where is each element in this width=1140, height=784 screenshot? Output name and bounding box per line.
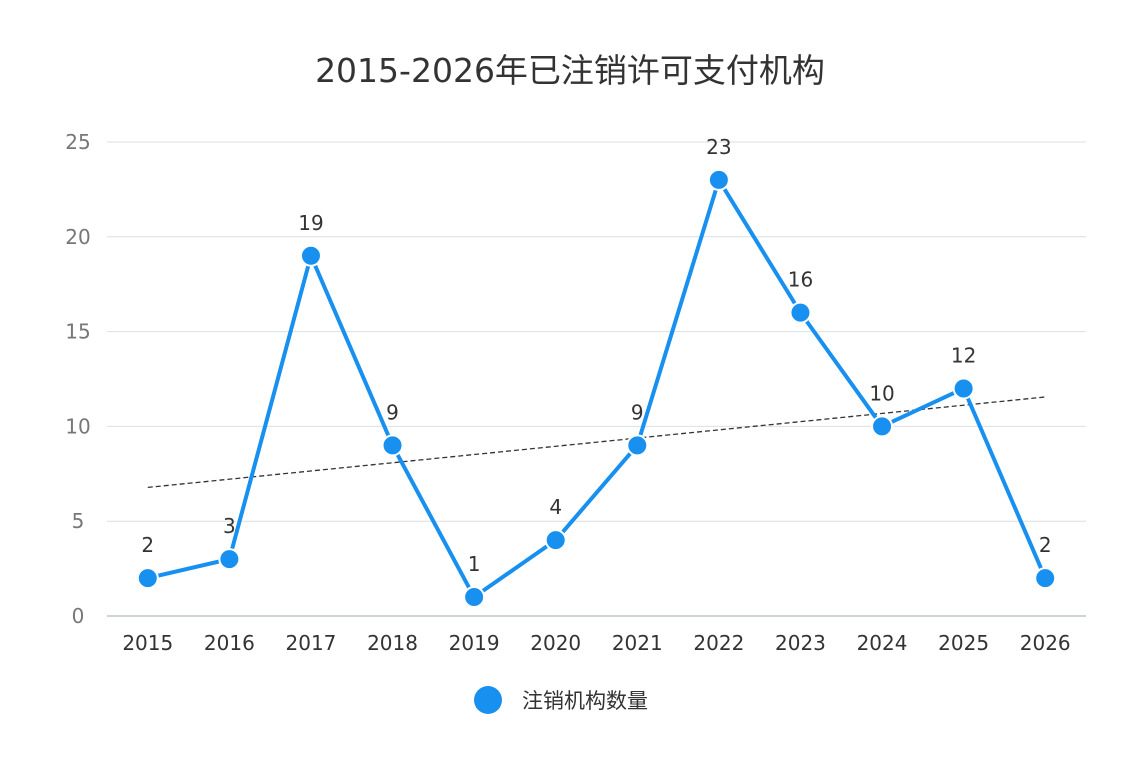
- data-label: 23: [706, 135, 731, 159]
- data-label: 16: [788, 268, 813, 292]
- x-axis: 2015 2016 2017 2018 2019 2020 2021 2022 2023 2024…: [122, 631, 1070, 655]
- x-tick-label: 2018: [367, 631, 418, 655]
- y-tick-label: 15: [65, 320, 90, 344]
- data-point: [544, 529, 567, 552]
- series-line: [145, 177, 1048, 600]
- y-tick-label: 10: [65, 414, 90, 438]
- data-label: 4: [549, 495, 562, 519]
- legend-marker: [474, 686, 502, 714]
- legend-label: 注销机构数量: [522, 689, 648, 713]
- data-point: [626, 434, 649, 457]
- trendline: [147, 396, 1046, 489]
- trendline-group: [147, 396, 1046, 489]
- data-point: [381, 434, 404, 457]
- data-label: 9: [386, 400, 399, 424]
- data-label: 2: [141, 533, 154, 557]
- data-point: [871, 415, 894, 438]
- x-tick-label: 2020: [530, 631, 581, 655]
- data-label: 12: [951, 343, 976, 367]
- data-label: 9: [631, 400, 644, 424]
- data-point: [299, 244, 322, 267]
- y-tick-label: 25: [65, 130, 90, 154]
- series-group: [136, 168, 1057, 609]
- y-axis: 0 5 10 15 20 25: [65, 130, 90, 628]
- data-point: [789, 301, 812, 324]
- x-tick-label: 2022: [693, 631, 744, 655]
- x-tick-label: 2017: [286, 631, 337, 655]
- x-tick-label: 2015: [122, 631, 173, 655]
- y-tick-label: 5: [72, 509, 85, 533]
- chart-title: 2015-2026年已注销许可支付机构: [315, 51, 825, 90]
- data-point: [1034, 567, 1057, 590]
- grid-lines: [107, 141, 1086, 617]
- y-tick-label: 20: [65, 225, 90, 249]
- x-tick-label: 2024: [857, 631, 908, 655]
- data-label: 1: [468, 552, 481, 576]
- data-label: 19: [298, 211, 323, 235]
- x-tick-label: 2016: [204, 631, 255, 655]
- data-point: [136, 567, 159, 590]
- data-point: [707, 168, 730, 191]
- x-tick-label: 2019: [449, 631, 500, 655]
- data-label: 2: [1039, 533, 1052, 557]
- data-label: 3: [223, 514, 236, 538]
- x-tick-label: 2023: [775, 631, 826, 655]
- legend[interactable]: 注销机构数量: [474, 686, 648, 714]
- x-tick-label: 2026: [1020, 631, 1071, 655]
- x-tick-label: 2021: [612, 631, 663, 655]
- x-tick-label: 2025: [938, 631, 989, 655]
- data-point: [952, 377, 975, 400]
- y-tick-label: 0: [72, 604, 85, 628]
- data-point: [218, 548, 241, 571]
- data-label: 10: [869, 381, 894, 405]
- data-point: [463, 586, 486, 609]
